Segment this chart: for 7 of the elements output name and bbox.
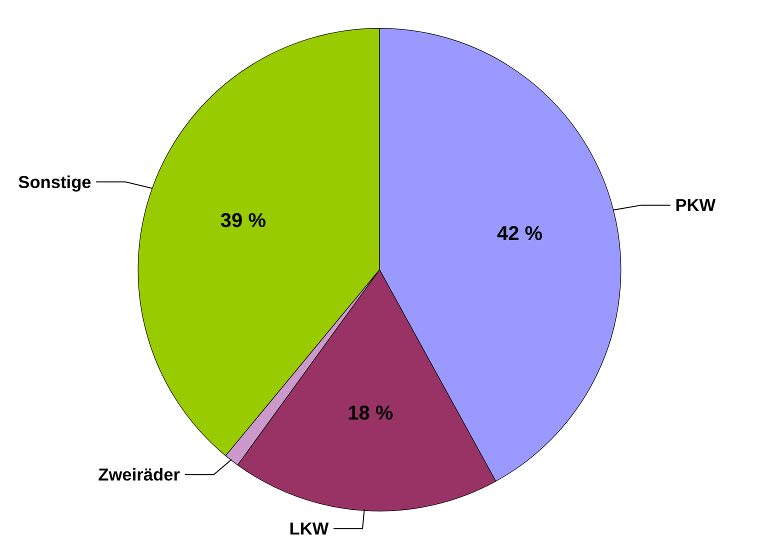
data-label: 18 %: [348, 402, 394, 425]
slice-label: LKW: [289, 518, 330, 539]
slice-label: Sonstige: [18, 172, 92, 192]
slice-label: Zweiräder: [98, 464, 180, 485]
slice-label: PKW: [675, 195, 716, 216]
data-label: 42 %: [497, 222, 543, 245]
data-label: 39 %: [220, 210, 266, 232]
